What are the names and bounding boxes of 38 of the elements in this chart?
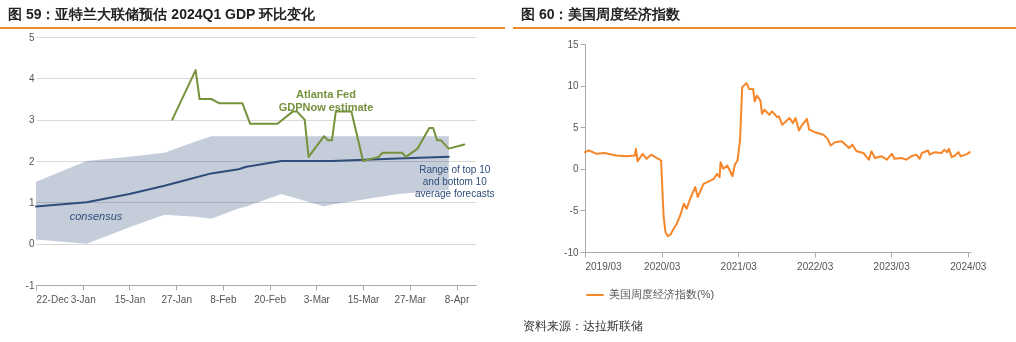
series-label: consensus	[69, 210, 123, 222]
line-series	[171, 69, 466, 162]
x-tick-label: 3-Jan	[70, 293, 96, 305]
y-tick-label: -5	[569, 204, 579, 216]
annotation: Range of top 10 and bottom 10 average forecasts	[414, 164, 495, 199]
y-tick-label: 15	[567, 38, 579, 50]
x-tick-label: 8-Feb	[210, 293, 237, 305]
y-tick-label: -10	[564, 246, 579, 258]
y-tick-label: 5	[572, 121, 579, 133]
series-label: Atlanta Fed GDPNow estimate	[278, 88, 374, 113]
x-tick-label: 27-Mar	[394, 293, 427, 305]
x-tick-label: 22-Dec	[36, 293, 69, 305]
y-tick-label: 5	[28, 31, 35, 43]
y-tick-label: 3	[28, 114, 35, 126]
chart-title: 图 59：亚特兰大联储预估 2024Q1 GDP 环比变化	[0, 0, 505, 29]
x-tick-label: 27-Jan	[161, 293, 192, 305]
x-tick-label: 8-Apr	[444, 293, 470, 305]
x-tick-label: 20-Feb	[254, 293, 287, 305]
x-tick-label: 2019/03	[585, 260, 623, 272]
chart-title: 图 60：美国周度经济指数	[513, 0, 1016, 29]
x-tick-label: 2023/03	[873, 260, 911, 272]
y-tick-label: 10	[567, 80, 579, 92]
y-tick-label: 0	[28, 238, 35, 250]
y-tick-label: -1	[25, 279, 35, 291]
x-tick-label: 15-Mar	[347, 293, 381, 305]
x-tick-label: 2020/03	[644, 260, 681, 272]
y-tick-label: 4	[28, 72, 35, 84]
legend-label: 美国周度经济指数(%)	[609, 288, 715, 300]
x-tick-label: 3-Mar	[303, 293, 331, 305]
x-tick-label: 2021/03	[720, 260, 758, 272]
y-tick-label: 1	[28, 196, 35, 208]
y-tick-label: 0	[572, 163, 579, 175]
x-tick-label: 2024/03	[950, 260, 987, 272]
line-series	[584, 82, 971, 238]
x-tick-label: 15-Jan	[114, 293, 146, 305]
y-tick-label: 2	[28, 155, 35, 167]
x-tick-label: 2022/03	[797, 260, 834, 272]
text: 资料来源：达拉斯联储	[523, 318, 643, 335]
